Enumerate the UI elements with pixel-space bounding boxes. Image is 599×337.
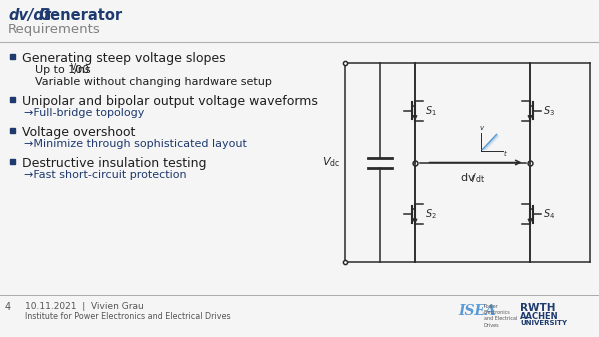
Text: →Minimize through sophisticated layout: →Minimize through sophisticated layout [24,139,247,149]
Text: Institute for Power Electronics and Electrical Drives: Institute for Power Electronics and Elec… [25,312,231,321]
Text: RWTH: RWTH [520,303,555,313]
Text: $V_{\rm dc}$: $V_{\rm dc}$ [322,156,340,170]
Text: →Fast short-circuit protection: →Fast short-circuit protection [24,170,187,180]
Bar [24,66,28,70]
Text: $S_2$: $S_2$ [425,207,437,221]
Text: V: V [71,63,75,72]
Text: Generating steep voltage slopes: Generating steep voltage slopes [22,52,226,65]
Bar [10,158,15,163]
Text: Up to 100: Up to 100 [35,65,93,75]
Bar [10,54,15,59]
Text: AACHEN: AACHEN [520,312,559,321]
Text: Variable without changing hardware setup: Variable without changing hardware setup [35,77,272,87]
Text: Generator: Generator [38,8,122,23]
Bar [10,96,15,101]
Text: →Full-bridge topology: →Full-bridge topology [24,108,144,118]
Text: $S_1$: $S_1$ [425,104,437,118]
Text: Destructive insulation testing: Destructive insulation testing [22,157,207,170]
Text: UNIVERSITY: UNIVERSITY [520,320,567,326]
Text: $S_3$: $S_3$ [543,104,555,118]
Text: Power
Electronics
and Electrical
Drives: Power Electronics and Electrical Drives [484,304,518,328]
Text: ISEA: ISEA [458,304,496,318]
Text: $S_4$: $S_4$ [543,207,555,221]
Text: Requirements: Requirements [8,23,101,36]
Text: 4: 4 [5,302,11,312]
Text: Unipolar and bipolar output voltage waveforms: Unipolar and bipolar output voltage wave… [22,95,318,108]
Bar [10,127,15,132]
Text: /ns: /ns [74,65,90,75]
Text: 10.11.2021  |  Vivien Grau: 10.11.2021 | Vivien Grau [25,302,144,311]
Text: Voltage overshoot: Voltage overshoot [22,126,135,139]
Bar [24,79,28,83]
Text: dv/dt: dv/dt [8,8,51,23]
Text: $\rm dv\!/_{\rm dt}$: $\rm dv\!/_{\rm dt}$ [459,172,485,185]
Text: t: t [504,152,506,157]
Text: v: v [480,125,483,131]
